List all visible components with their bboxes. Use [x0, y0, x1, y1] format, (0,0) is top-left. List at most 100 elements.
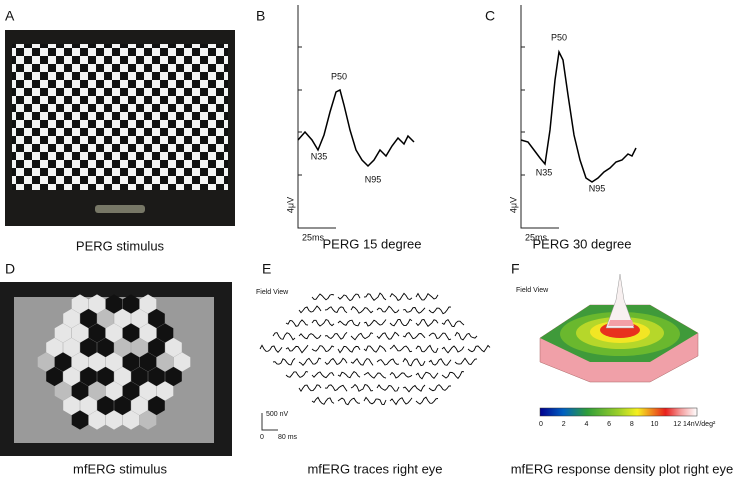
trace — [415, 396, 439, 405]
hex-tile — [139, 352, 157, 372]
hex-tile — [114, 395, 131, 416]
trace — [402, 307, 426, 314]
trace — [337, 397, 360, 406]
hex-tile — [88, 410, 106, 430]
hex-tile — [139, 410, 157, 430]
hex-tile — [105, 381, 123, 401]
trace — [454, 357, 478, 365]
hex-tile — [122, 352, 140, 372]
hex-tile — [114, 366, 131, 387]
trace — [285, 370, 309, 378]
panel-letter: B — [256, 8, 265, 24]
trace — [428, 306, 452, 315]
hex-tile — [156, 352, 174, 372]
hex-tile — [54, 352, 72, 372]
trace — [337, 371, 361, 379]
y-scale-label: 500 nV — [266, 411, 289, 418]
hex-tile — [71, 294, 89, 314]
panel-letter: C — [485, 8, 495, 24]
trace — [324, 384, 348, 392]
colorbar-tick-label: 8 — [630, 421, 634, 428]
hex-tile — [139, 294, 157, 314]
hex-tile — [148, 337, 165, 358]
trace — [363, 319, 387, 327]
trace — [272, 357, 296, 366]
trace — [311, 318, 335, 327]
mferg-stimulus-image — [0, 282, 232, 456]
caption: PERG 30 degree — [532, 236, 631, 251]
trace — [298, 384, 322, 393]
hex-tile — [122, 323, 140, 343]
caption: mfERG response density plot right eye — [511, 461, 734, 476]
trace — [428, 384, 452, 392]
peak-label: N35 — [536, 167, 553, 177]
caption: mfERG traces right eye — [307, 461, 442, 476]
hex-tile — [139, 381, 157, 401]
scale-bar — [261, 413, 278, 431]
hex-tile — [131, 395, 148, 416]
trace — [428, 358, 452, 366]
hex-tile — [46, 337, 63, 358]
trace-array — [259, 292, 491, 406]
y-scale-label: 4μV — [508, 197, 518, 213]
trace — [376, 305, 400, 314]
trace — [285, 319, 309, 327]
trace — [311, 396, 335, 405]
hex-tile — [88, 352, 106, 372]
panel-letter: D — [5, 261, 15, 277]
hex-tile — [131, 366, 148, 387]
hex-tile — [173, 352, 191, 372]
trace — [389, 371, 413, 379]
trace — [389, 344, 413, 353]
trace — [441, 345, 465, 354]
hex-tile — [37, 352, 55, 372]
hex-tile — [88, 294, 106, 314]
colorbar-unit-label: 14nV/deg² — [683, 421, 716, 428]
hex-tile — [97, 395, 114, 416]
x-scale-label: 80 ms — [278, 434, 298, 441]
hex-tile — [148, 366, 165, 387]
trace — [298, 333, 322, 340]
hex-tile — [71, 323, 89, 343]
hex-tile — [156, 323, 174, 343]
hex-tile — [156, 381, 174, 401]
trace — [324, 306, 348, 314]
hex-tile — [122, 381, 140, 401]
colorbar-tick-label: 6 — [607, 421, 611, 428]
hex-tile — [80, 337, 97, 358]
hex-tile — [114, 308, 131, 329]
hex-tile — [122, 294, 140, 314]
hex-tile — [71, 352, 89, 372]
panel-letter: F — [511, 261, 520, 277]
trace — [272, 332, 296, 341]
hex-tile — [80, 308, 97, 329]
hex-tile — [122, 410, 140, 430]
view-label: Field View — [256, 289, 289, 296]
hex-tile — [63, 337, 80, 358]
x-scale-label: 25ms — [525, 232, 548, 242]
trace — [376, 358, 400, 366]
colorbar-tick-label: 2 — [562, 421, 566, 428]
hex-tile — [148, 308, 165, 329]
trace — [389, 292, 413, 301]
trace — [363, 371, 387, 379]
hex-tile — [63, 395, 80, 416]
trace — [389, 397, 413, 406]
colorbar-tick-label: 10 — [651, 421, 659, 428]
axes — [520, 5, 637, 229]
trace — [376, 331, 400, 340]
hex-tile — [131, 337, 148, 358]
density-plot — [539, 273, 699, 383]
trace — [402, 384, 426, 393]
trace — [298, 357, 322, 366]
peak-label: N35 — [311, 151, 328, 161]
hex-tile — [105, 323, 123, 343]
trace — [350, 332, 374, 341]
hex-tile — [88, 323, 106, 343]
hex-tile — [46, 366, 63, 387]
trace — [311, 293, 335, 301]
trace — [363, 396, 387, 405]
caption: PERG 15 degree — [322, 236, 421, 251]
colorbar-tick-label: 4 — [584, 421, 588, 428]
